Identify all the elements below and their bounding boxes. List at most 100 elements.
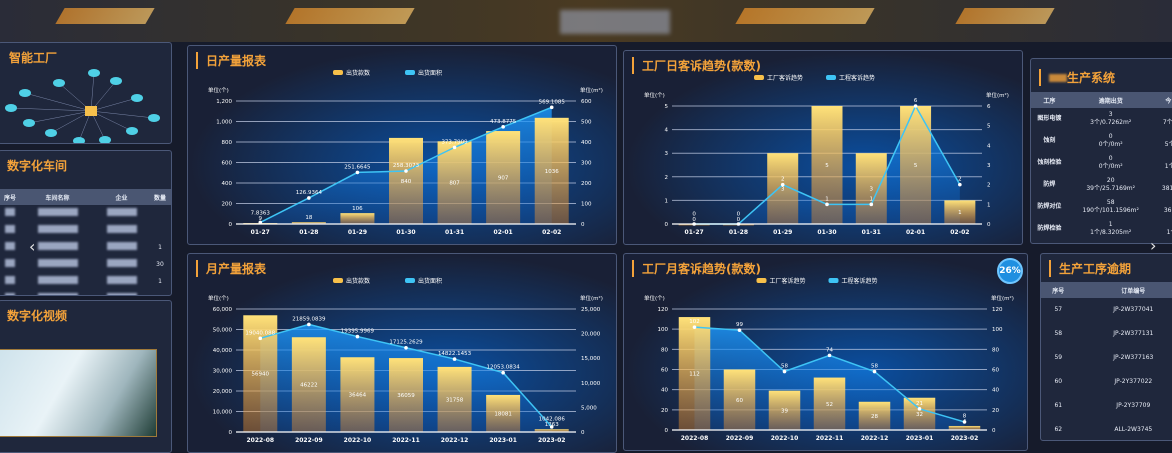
line-point[interactable] bbox=[780, 182, 785, 187]
bar[interactable] bbox=[903, 397, 936, 430]
bar[interactable] bbox=[723, 369, 756, 431]
bar[interactable] bbox=[389, 358, 423, 432]
table-row[interactable]: 30 bbox=[0, 256, 171, 273]
bar[interactable] bbox=[486, 394, 521, 432]
line-point[interactable] bbox=[452, 357, 457, 361]
bar[interactable] bbox=[486, 131, 521, 224]
bar-value-label: 52 bbox=[826, 402, 833, 408]
cloud-node-icon[interactable] bbox=[23, 119, 35, 127]
legend-label[interactable]: 出货面积 bbox=[418, 277, 442, 285]
line-point[interactable] bbox=[872, 369, 877, 374]
line-point[interactable] bbox=[737, 328, 742, 332]
cloud-node-icon[interactable] bbox=[73, 137, 85, 144]
y2-tick-label: 60 bbox=[992, 368, 999, 374]
line-point[interactable] bbox=[962, 420, 967, 424]
legend-label[interactable]: 工程客诉趋势 bbox=[839, 74, 875, 82]
cloud-node-icon[interactable] bbox=[131, 94, 143, 102]
line-point[interactable] bbox=[258, 336, 263, 341]
legend-label[interactable]: 工厂客诉趋势 bbox=[770, 277, 806, 285]
line-point[interactable] bbox=[307, 196, 311, 200]
table-row[interactable]: 59 JP-2W377163 bbox=[1041, 346, 1172, 370]
bar[interactable] bbox=[858, 401, 891, 430]
workshop-video-feed[interactable] bbox=[0, 349, 157, 437]
bar-value-label: 32 bbox=[916, 412, 923, 418]
cloud-node-icon[interactable] bbox=[126, 127, 138, 135]
table-row[interactable]: 35 bbox=[0, 290, 171, 295]
bar[interactable] bbox=[437, 366, 472, 432]
y-tick-label: 10,000 bbox=[213, 410, 233, 416]
bar[interactable] bbox=[291, 222, 326, 224]
legend-label[interactable]: 工厂客诉趋势 bbox=[767, 74, 803, 82]
cloud-node-icon[interactable] bbox=[53, 79, 65, 87]
bar[interactable] bbox=[340, 213, 375, 224]
bar[interactable] bbox=[389, 137, 423, 224]
line-point[interactable] bbox=[355, 334, 360, 339]
line-point[interactable] bbox=[692, 325, 697, 329]
cloud-node-icon[interactable] bbox=[99, 136, 111, 144]
table-row[interactable]: 57 JP-2W377041 bbox=[1041, 298, 1172, 322]
line-point[interactable] bbox=[307, 322, 311, 327]
bar[interactable] bbox=[340, 357, 375, 432]
table-row[interactable]: 1 bbox=[0, 273, 171, 290]
line-point[interactable] bbox=[917, 407, 922, 411]
table-row[interactable]: 58 JP-2W377131 bbox=[1041, 322, 1172, 346]
table-row[interactable] bbox=[0, 222, 171, 239]
table-row[interactable]: 62 ALL-2W3745 bbox=[1041, 418, 1172, 440]
bar[interactable] bbox=[678, 317, 711, 430]
bar[interactable] bbox=[437, 141, 472, 224]
line-point[interactable] bbox=[825, 202, 829, 207]
line-point[interactable] bbox=[827, 353, 832, 358]
bar[interactable] bbox=[534, 429, 569, 432]
legend-label[interactable]: 工程客诉趋势 bbox=[842, 277, 878, 285]
cloud-node-icon[interactable] bbox=[110, 77, 122, 85]
line-point[interactable] bbox=[404, 169, 408, 173]
process-cell: 防焊对位 bbox=[1037, 203, 1062, 210]
cloud-node-icon[interactable] bbox=[88, 69, 100, 77]
line-point[interactable] bbox=[452, 145, 457, 150]
line-value-label: 74 bbox=[826, 347, 833, 353]
legend-swatch bbox=[333, 70, 343, 75]
y-axis-label: 单位(个) bbox=[208, 294, 229, 302]
line-point[interactable] bbox=[549, 105, 554, 110]
line-point[interactable] bbox=[869, 202, 874, 207]
panel-title-text: 生产系统 bbox=[1067, 71, 1116, 85]
line-point[interactable] bbox=[958, 182, 962, 187]
legend-label[interactable]: 出货款数 bbox=[346, 277, 370, 285]
bar[interactable] bbox=[948, 425, 981, 430]
line-point[interactable] bbox=[913, 104, 918, 108]
line-point[interactable] bbox=[501, 370, 505, 375]
bar[interactable] bbox=[855, 153, 887, 224]
line-point[interactable] bbox=[355, 170, 360, 175]
line-point[interactable] bbox=[404, 345, 408, 350]
line-value-label: 7.8363 bbox=[251, 211, 271, 217]
bar[interactable] bbox=[813, 377, 846, 430]
cloud-node-icon[interactable] bbox=[5, 104, 17, 112]
bar[interactable] bbox=[291, 337, 326, 432]
cloud-node-icon[interactable] bbox=[19, 89, 31, 97]
line-point[interactable] bbox=[258, 220, 263, 225]
table-row[interactable] bbox=[0, 205, 171, 222]
table-row[interactable]: 1 bbox=[0, 239, 171, 256]
prev-arrow-button[interactable]: ‹ bbox=[29, 237, 36, 256]
line-point[interactable] bbox=[549, 425, 554, 429]
blurred-text bbox=[4, 259, 15, 267]
line-point[interactable] bbox=[501, 125, 505, 129]
bar[interactable] bbox=[944, 200, 976, 224]
bar-value-label: 18081 bbox=[494, 411, 512, 417]
legend-label[interactable]: 出货面积 bbox=[418, 69, 442, 77]
next-arrow-button[interactable]: › bbox=[1150, 236, 1157, 255]
bar[interactable] bbox=[768, 390, 801, 430]
bar[interactable] bbox=[534, 117, 569, 224]
line-point[interactable] bbox=[782, 369, 787, 374]
legend-label[interactable]: 出货款数 bbox=[346, 69, 370, 77]
table-row[interactable]: 61 JP-2Y37709 bbox=[1041, 394, 1172, 418]
cloud-node-icon[interactable] bbox=[148, 114, 160, 122]
cloud-node-icon[interactable] bbox=[45, 129, 57, 137]
table-row[interactable]: 60 JP-2Y377022 bbox=[1041, 370, 1172, 394]
